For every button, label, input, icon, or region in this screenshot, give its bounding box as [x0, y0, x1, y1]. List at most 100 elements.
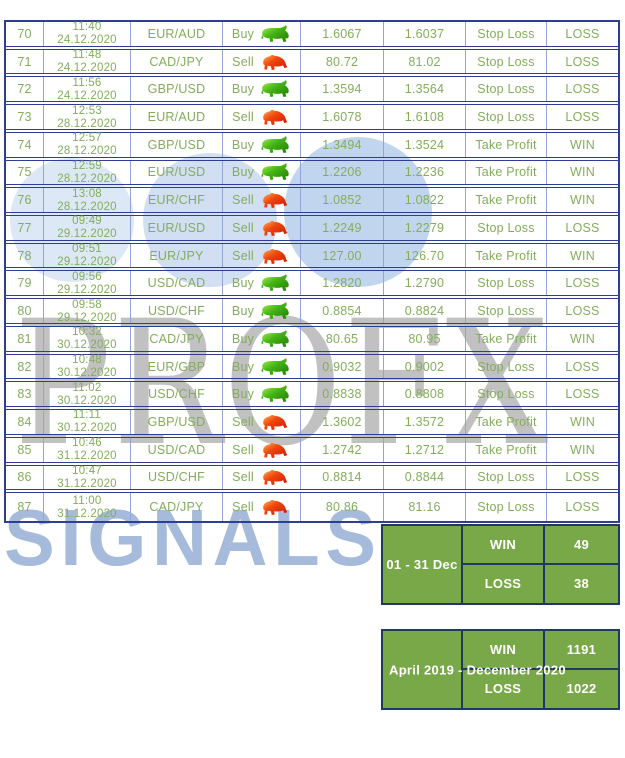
- table-row: 79 09:56 29.12.2020 USD/CAD Buy 1.2820 1…: [6, 271, 618, 300]
- trade-side: Sell: [223, 105, 301, 129]
- total-period-cell: April 2019 - December 2020: [383, 631, 566, 708]
- side-label: Buy: [231, 165, 255, 180]
- entry-price: 1.6078: [301, 105, 384, 129]
- exit-price: 0.8808: [384, 382, 466, 407]
- table-row: 70 11:40 24.12.2020 EUR/AUD Buy 1.6067 1…: [6, 21, 618, 50]
- signal-datetime: 12:59 28.12.2020: [44, 159, 131, 185]
- total-loss-label: LOSS: [463, 669, 545, 708]
- signal-time: 10:48: [72, 354, 102, 367]
- signal-datetime: 12:53 28.12.2020: [44, 105, 131, 130]
- close-reason: Take Profit: [466, 132, 547, 157]
- trade-side: Buy: [223, 160, 301, 185]
- bear-icon: [262, 442, 288, 458]
- table-row: 85 10:46 31.12.2020 USD/CAD Sell 1.2742 …: [6, 437, 618, 466]
- side-label: Buy: [231, 387, 255, 402]
- currency-pair: CAD/JPY: [131, 493, 223, 521]
- signal-time: 11:11: [72, 409, 102, 422]
- signal-time: 12:59: [72, 159, 102, 172]
- outcome-label: LOSS: [565, 82, 600, 97]
- close-reason: Stop Loss: [466, 216, 547, 240]
- signal-date: 28.12.2020: [57, 172, 117, 185]
- bull-icon: [261, 24, 289, 42]
- exit-price: 1.2279: [384, 216, 466, 240]
- table-row: 80 09:58 29.12.2020 USD/CHF Buy 0.8854 0…: [6, 299, 618, 327]
- signal-datetime: 09:56 29.12.2020: [44, 271, 131, 296]
- monthly-win-count: 49: [545, 526, 618, 565]
- signal-date: 29.12.2020: [57, 228, 117, 241]
- close-reason: Stop Loss: [466, 105, 547, 129]
- trade-side: Buy: [223, 271, 301, 296]
- signal-datetime: 11:48 24.12.2020: [44, 49, 131, 74]
- exit-price: 0.8824: [384, 299, 466, 323]
- bear-icon: [262, 193, 288, 209]
- side-label: Buy: [231, 276, 255, 291]
- currency-pair: GBP/USD: [131, 77, 223, 102]
- monthly-period-label: 01 - 31 Dec: [383, 526, 463, 603]
- side-label: Buy: [231, 359, 255, 374]
- signal-number: 86: [6, 465, 44, 490]
- signal-datetime: 11:40 24.12.2020: [44, 21, 131, 46]
- total-summary-box: April 2019 - December 2020 WIN 1191 LOSS…: [381, 629, 620, 710]
- total-win-count: 1191: [545, 631, 618, 670]
- trade-side: Sell: [223, 243, 301, 268]
- logo-circle-right: [284, 137, 432, 287]
- entry-price: 1.3602: [301, 410, 384, 434]
- signal-datetime: 11:11 30.12.2020: [44, 409, 131, 434]
- exit-price: 81.02: [384, 49, 466, 74]
- outcome-label: LOSS: [565, 26, 600, 41]
- bear-icon: [262, 220, 288, 236]
- bear-icon: [262, 109, 288, 125]
- close-reason: Stop Loss: [466, 465, 547, 490]
- side-label: Sell: [232, 110, 254, 125]
- entry-price: 80.72: [301, 49, 384, 74]
- close-reason: Stop Loss: [466, 271, 547, 296]
- exit-price: 81.16: [384, 493, 466, 521]
- exit-price: 1.2236: [384, 160, 466, 185]
- trade-side: Sell: [223, 188, 301, 213]
- exit-price: 1.3572: [384, 410, 466, 434]
- side-label: Sell: [232, 193, 254, 208]
- table-row: 82 10:48 30.12.2020 EUR/GBP Buy 0.9032 0…: [6, 354, 618, 383]
- close-reason: Take Profit: [466, 188, 547, 213]
- currency-pair: USD/CAD: [131, 437, 223, 462]
- entry-price: 80.86: [301, 493, 384, 521]
- entry-price: 0.8854: [301, 299, 384, 323]
- exit-price: 1.2790: [384, 271, 466, 296]
- side-label: Sell: [232, 248, 254, 263]
- currency-pair: USD/CHF: [131, 382, 223, 407]
- signal-number: 71: [6, 49, 44, 74]
- bear-icon: [262, 54, 288, 70]
- signal-time: 11:02: [72, 381, 102, 394]
- signal-time: 10:46: [72, 437, 102, 450]
- bull-icon: [261, 329, 289, 347]
- table-row: 75 12:59 28.12.2020 EUR/USD Buy 1.2206 1…: [6, 159, 618, 189]
- entry-price: 1.3594: [301, 77, 384, 102]
- logo-circle-left: [10, 158, 134, 282]
- signal-datetime: 10:32 30.12.2020: [44, 326, 131, 351]
- bull-icon: [261, 357, 289, 375]
- side-label: Sell: [232, 470, 254, 485]
- table-row: 84 11:11 30.12.2020 GBP/USD Sell 1.3602 …: [6, 409, 618, 438]
- entry-price: 0.9032: [301, 354, 384, 379]
- outcome-label: WIN: [570, 331, 595, 346]
- signal-datetime: 11:56 24.12.2020: [44, 77, 131, 102]
- signal-date: 30.12.2020: [57, 394, 117, 407]
- currency-pair: EUR/GBP: [131, 354, 223, 379]
- outcome-label: LOSS: [565, 304, 600, 319]
- signal-number: 85: [6, 437, 44, 462]
- entry-price: 1.6067: [301, 22, 384, 46]
- outcome-label: WIN: [570, 248, 595, 263]
- signal-number: 83: [6, 382, 44, 407]
- outcome-label: LOSS: [565, 220, 600, 235]
- total-loss-count: 1022: [566, 681, 597, 697]
- exit-price: 80.95: [384, 326, 466, 351]
- signal-number: 72: [6, 77, 44, 102]
- bull-icon: [261, 302, 289, 320]
- outcome-label: WIN: [570, 137, 595, 152]
- trade-side: Buy: [223, 354, 301, 379]
- signal-date: 28.12.2020: [57, 200, 117, 213]
- bear-icon: [262, 500, 288, 516]
- signal-date: 29.12.2020: [57, 311, 117, 324]
- signal-datetime: 10:46 31.12.2020: [44, 437, 131, 462]
- watermark-signals-text: SIGNALS: [4, 493, 382, 582]
